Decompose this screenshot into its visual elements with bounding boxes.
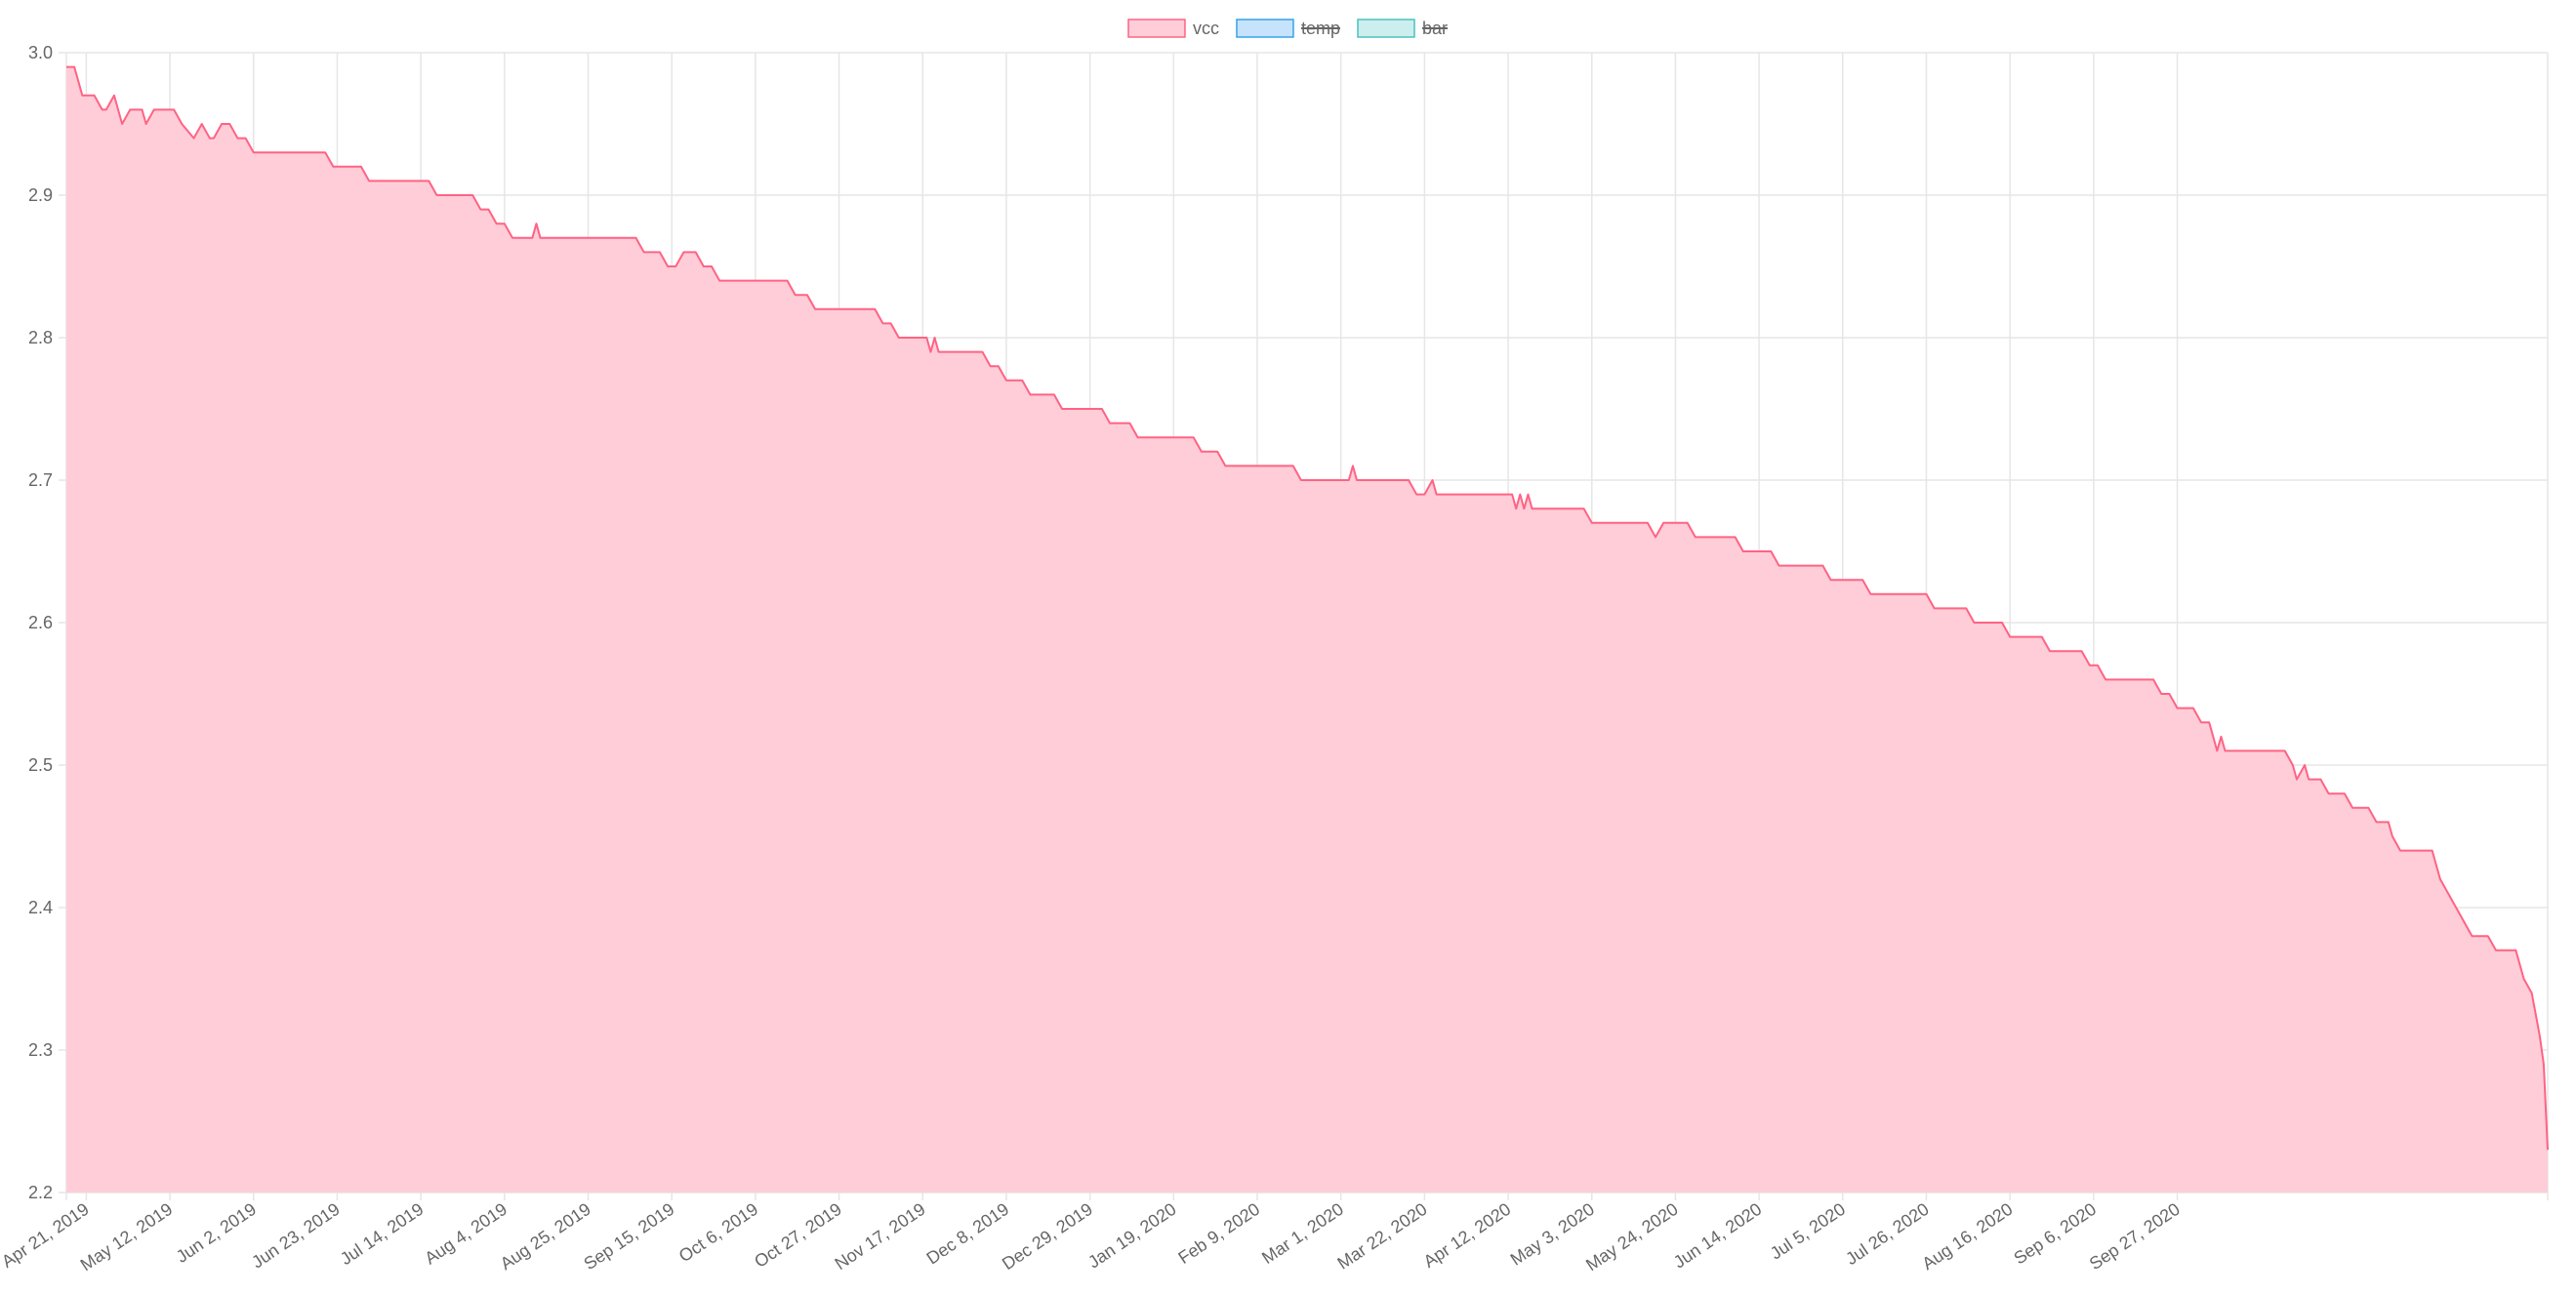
x-tick-label: Mar 22, 2020	[1333, 1199, 1430, 1274]
x-tick-label: Dec 29, 2019	[999, 1199, 1096, 1274]
y-tick-label: 2.4	[28, 898, 53, 917]
y-tick-label: 2.2	[28, 1183, 53, 1202]
legend-item-bar[interactable]: bar	[1357, 19, 1448, 38]
y-tick-label: 2.5	[28, 755, 53, 775]
y-tick-label: 2.8	[28, 328, 53, 347]
x-tick-label: May 12, 2019	[77, 1199, 177, 1275]
x-tick-label: Nov 17, 2019	[832, 1199, 929, 1274]
x-tick-label: Sep 15, 2019	[580, 1199, 677, 1274]
legend-swatch	[1127, 19, 1186, 38]
x-tick-label: Oct 6, 2019	[675, 1199, 761, 1267]
x-tick-label: Jul 14, 2019	[337, 1199, 427, 1269]
y-tick-label: 2.6	[28, 613, 53, 632]
x-tick-label: Oct 27, 2019	[751, 1199, 845, 1272]
x-tick-label: May 24, 2020	[1582, 1199, 1682, 1275]
x-tick-label: Jun 23, 2019	[248, 1199, 343, 1273]
legend-item-vcc[interactable]: vcc	[1127, 19, 1219, 38]
series-area-vcc	[66, 66, 2548, 1194]
x-tick-label: Apr 12, 2020	[1420, 1199, 1515, 1272]
x-tick-label: Jan 19, 2020	[1084, 1199, 1179, 1273]
legend-swatch	[1236, 19, 1294, 38]
x-tick-label: Aug 16, 2020	[1918, 1199, 2016, 1274]
x-tick-label: Jun 2, 2019	[173, 1199, 260, 1267]
y-tick-label: 3.0	[28, 43, 53, 62]
y-tick-label: 2.3	[28, 1040, 53, 1060]
x-tick-label: Jul 5, 2020	[1767, 1199, 1849, 1264]
series-line-vcc	[66, 65, 2549, 1151]
legend-label: vcc	[1193, 19, 1219, 38]
legend-swatch	[1357, 19, 1415, 38]
x-tick-label: Jun 14, 2020	[1670, 1199, 1765, 1273]
legend[interactable]: vcc temp bar	[1127, 19, 1448, 38]
x-tick-label: Feb 9, 2020	[1174, 1199, 1263, 1268]
legend-item-temp[interactable]: temp	[1236, 19, 1341, 38]
y-tick-label: 2.9	[28, 185, 53, 205]
y-tick-label: 2.7	[28, 470, 53, 490]
x-tick-label: Aug 25, 2019	[497, 1199, 594, 1274]
x-tick-label: Sep 27, 2020	[2086, 1199, 2184, 1274]
area-layer	[66, 65, 2549, 1194]
